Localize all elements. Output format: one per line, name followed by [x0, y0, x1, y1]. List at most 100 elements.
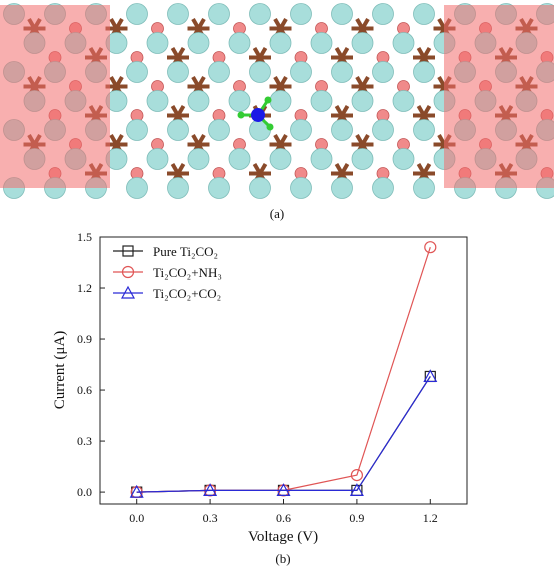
y-tick-label: 0.3 — [77, 434, 92, 448]
titanium-atom — [372, 3, 394, 25]
x-axis-label: Voltage (V) — [248, 529, 318, 545]
data-point-marker — [129, 484, 144, 498]
titanium-atom — [167, 61, 189, 83]
y-tick-label: 1.5 — [77, 230, 92, 244]
titanium-atom — [249, 177, 271, 199]
titanium-atom — [413, 3, 435, 25]
atomic-structure-panel — [0, 0, 554, 199]
titanium-atom — [146, 90, 169, 112]
hydrogen-atom — [264, 96, 272, 104]
titanium-atom — [208, 119, 230, 141]
panel-b-label: (b) — [275, 551, 290, 566]
titanium-atom — [228, 32, 251, 54]
iv-chart: 0.0 0.3 0.6 0.9 1.2 0.0 0.3 0.6 0.9 1.2 1.5 Volta… — [52, 230, 468, 545]
carbon-atom — [420, 169, 428, 178]
series-line — [136, 247, 431, 493]
y-tick-label: 0.0 — [77, 485, 92, 499]
titanium-atom — [187, 148, 210, 170]
data-point-marker — [203, 483, 218, 496]
carbon-atom — [112, 24, 121, 33]
titanium-atom — [126, 119, 148, 141]
carbon-atom — [358, 24, 367, 33]
legend-label: Pure Ti₂CO₂ — [153, 244, 218, 259]
y-axis-ticks: 0.0 0.3 0.6 0.9 1.2 1.5 — [77, 230, 105, 499]
data-point-marker — [349, 483, 364, 496]
titanium-atom — [269, 32, 292, 54]
data-point-marker — [276, 483, 291, 496]
carbon-atom — [276, 82, 285, 91]
titanium-atom — [228, 148, 251, 170]
hydrogen-atom — [237, 111, 245, 119]
legend: Pure Ti₂CO₂ Ti₂CO₂+NH₃ Ti₂CO₂+CO₂ — [113, 244, 222, 301]
carbon-atom — [256, 169, 264, 178]
y-tick-label: 0.6 — [77, 383, 92, 397]
carbon-atom — [174, 111, 182, 120]
x-axis-ticks: 0.0 0.3 0.6 0.9 1.2 — [129, 499, 438, 525]
carbon-atom — [338, 53, 346, 62]
x-tick-label: 0.6 — [276, 511, 291, 525]
titanium-atom — [187, 32, 210, 54]
titanium-atom — [310, 90, 333, 112]
titanium-atom — [208, 177, 230, 199]
data-point-marker — [424, 241, 437, 254]
carbon-atom — [174, 169, 182, 178]
carbon-atom — [276, 140, 285, 149]
carbon-atom — [338, 111, 346, 120]
titanium-atom — [331, 61, 353, 83]
left-electrode-region — [0, 5, 110, 188]
titanium-atom — [331, 119, 353, 141]
titanium-atom — [208, 61, 230, 83]
series-line — [136, 376, 431, 493]
carbon-atom — [358, 82, 367, 91]
panel-a-label: (a) — [270, 206, 284, 221]
nitrogen-atom — [251, 108, 265, 122]
titanium-atom — [269, 90, 292, 112]
right-electrode-region — [444, 5, 554, 188]
carbon-atom — [358, 140, 367, 149]
y-tick-label: 0.9 — [77, 332, 92, 346]
titanium-atom — [187, 90, 210, 112]
titanium-atom — [126, 3, 148, 25]
titanium-atom — [413, 61, 435, 83]
titanium-atom — [146, 32, 169, 54]
titanium-atom — [228, 90, 251, 112]
series-square — [131, 370, 436, 498]
titanium-atom — [167, 3, 189, 25]
data-point-marker — [423, 369, 438, 383]
x-tick-label: 0.0 — [129, 511, 144, 525]
series-line — [136, 376, 431, 493]
x-tick-label: 1.2 — [423, 511, 438, 525]
carbon-atom — [420, 111, 428, 120]
titanium-atom — [167, 119, 189, 141]
y-tick-label: 1.2 — [77, 281, 92, 295]
carbon-atom — [276, 24, 285, 33]
titanium-atom — [208, 3, 230, 25]
titanium-atom — [269, 148, 292, 170]
carbon-atom — [194, 82, 203, 91]
legend-label: Ti₂CO₂+CO₂ — [153, 286, 221, 301]
y-axis-label: Current (μA) — [52, 331, 68, 409]
titanium-atom — [392, 90, 415, 112]
carbon-atom — [112, 140, 121, 149]
titanium-atom — [126, 177, 148, 199]
titanium-atom — [290, 61, 312, 83]
titanium-atom — [310, 32, 333, 54]
titanium-atom — [331, 177, 353, 199]
legend-marker — [120, 285, 136, 299]
titanium-atom — [392, 32, 415, 54]
titanium-atom — [290, 177, 312, 199]
x-tick-label: 0.9 — [349, 511, 364, 525]
titanium-atom — [351, 90, 374, 112]
x-tick-label: 0.3 — [203, 511, 218, 525]
titanium-atom — [290, 3, 312, 25]
titanium-atom — [392, 148, 415, 170]
titanium-atom — [167, 177, 189, 199]
titanium-atom — [146, 148, 169, 170]
carbon-atom — [256, 53, 264, 62]
titanium-atom — [249, 3, 271, 25]
data-point-marker — [350, 468, 363, 482]
titanium-atom — [372, 119, 394, 141]
titanium-atom — [351, 32, 374, 54]
nh3-molecule — [237, 96, 274, 131]
